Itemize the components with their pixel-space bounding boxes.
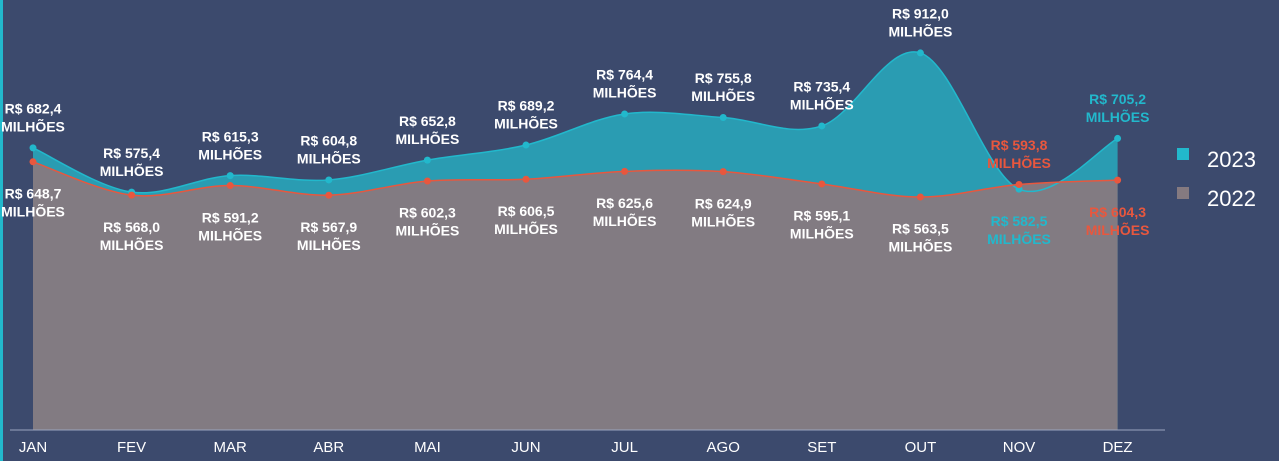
point: [423, 156, 431, 164]
value-unit: MILHÕES: [790, 96, 854, 113]
point: [621, 110, 629, 118]
value-unit: MILHÕES: [1086, 221, 1150, 238]
point: [423, 177, 431, 185]
value-unit: MILHÕES: [1, 118, 65, 135]
value-unit: MILHÕES: [494, 115, 558, 132]
value-unit: MILHÕES: [198, 145, 262, 162]
point: [916, 49, 924, 57]
value-unit: MILHÕES: [1, 202, 65, 219]
value-label: R$ 625,6: [596, 195, 653, 211]
x-tick-label: OUT: [905, 439, 937, 456]
value-label: R$ 615,3: [202, 128, 259, 144]
value-unit: MILHÕES: [100, 162, 164, 179]
legend-swatch: [1177, 187, 1189, 199]
value-label: R$ 563,5: [892, 221, 949, 237]
value-unit: MILHÕES: [396, 130, 460, 147]
point: [522, 141, 530, 149]
point: [1114, 176, 1122, 184]
point: [29, 158, 37, 166]
point: [818, 180, 826, 188]
value-unit: MILHÕES: [297, 236, 361, 253]
line: [32, 161, 1118, 198]
line: [32, 51, 1118, 194]
value-unit: MILHÕES: [889, 238, 953, 255]
value-label: R$ 568,0: [103, 219, 160, 235]
value-unit: MILHÕES: [297, 150, 361, 167]
point: [719, 114, 727, 122]
value-unit: MILHÕES: [593, 84, 657, 101]
point: [818, 122, 826, 130]
x-tick-label: DEZ: [1103, 439, 1133, 456]
value-unit: MILHÕES: [691, 87, 755, 104]
point: [29, 144, 37, 152]
value-label: R$ 606,5: [498, 203, 555, 219]
value-label: R$ 595,1: [793, 208, 850, 224]
value-unit: MILHÕES: [987, 230, 1051, 247]
value-label: R$ 602,3: [399, 205, 456, 221]
legend-label: 2023: [1207, 147, 1256, 172]
value-label: R$ 582,5: [991, 213, 1048, 229]
point: [1114, 134, 1122, 142]
value-label: R$ 682,4: [5, 101, 62, 117]
value-label: R$ 575,4: [103, 145, 160, 161]
value-label: R$ 735,4: [793, 79, 850, 95]
value-label: R$ 567,9: [300, 219, 357, 235]
value-label: R$ 689,2: [498, 98, 555, 114]
value-label: R$ 648,7: [5, 185, 62, 201]
value-label: R$ 624,9: [695, 195, 752, 211]
value-label: R$ 591,2: [202, 209, 259, 225]
x-tick-label: JUL: [611, 439, 638, 456]
point: [325, 191, 333, 199]
point: [325, 176, 333, 184]
value-unit: MILHÕES: [790, 225, 854, 242]
value-label: R$ 593,8: [991, 137, 1048, 153]
value-label: R$ 652,8: [399, 113, 456, 129]
legend-swatch: [1177, 148, 1189, 160]
x-tick-label: MAI: [414, 439, 441, 456]
x-tick-label: MAR: [214, 439, 248, 456]
point: [128, 191, 136, 199]
value-unit: MILHÕES: [100, 236, 164, 253]
x-tick-label: FEV: [117, 439, 146, 456]
value-label: R$ 705,2: [1089, 91, 1146, 107]
point: [916, 193, 924, 201]
x-tick-label: SET: [807, 439, 836, 456]
value-label: R$ 604,8: [300, 133, 357, 149]
value-unit: MILHÕES: [691, 212, 755, 229]
area: [33, 161, 1118, 430]
point: [226, 182, 234, 190]
value-label: R$ 764,4: [596, 67, 653, 83]
value-label: R$ 604,3: [1089, 204, 1146, 220]
value-label: R$ 912,0: [892, 6, 949, 22]
value-unit: MILHÕES: [889, 23, 953, 40]
point: [621, 167, 629, 175]
x-tick-label: NOV: [1003, 439, 1036, 456]
point: [226, 172, 234, 180]
point: [522, 175, 530, 183]
value-unit: MILHÕES: [198, 226, 262, 243]
accent-bar: [0, 0, 3, 461]
x-tick-label: JAN: [19, 439, 47, 456]
x-tick-label: AGO: [707, 439, 740, 456]
legend-label: 2022: [1207, 186, 1256, 211]
x-tick-label: JUN: [511, 439, 540, 456]
value-unit: MILHÕES: [1086, 108, 1150, 125]
value-label: R$ 755,8: [695, 70, 752, 86]
value-unit: MILHÕES: [987, 154, 1051, 171]
point: [719, 168, 727, 176]
value-unit: MILHÕES: [494, 220, 558, 237]
point: [1015, 180, 1023, 188]
x-tick-label: ABR: [313, 439, 344, 456]
value-unit: MILHÕES: [593, 212, 657, 229]
value-unit: MILHÕES: [396, 222, 460, 239]
